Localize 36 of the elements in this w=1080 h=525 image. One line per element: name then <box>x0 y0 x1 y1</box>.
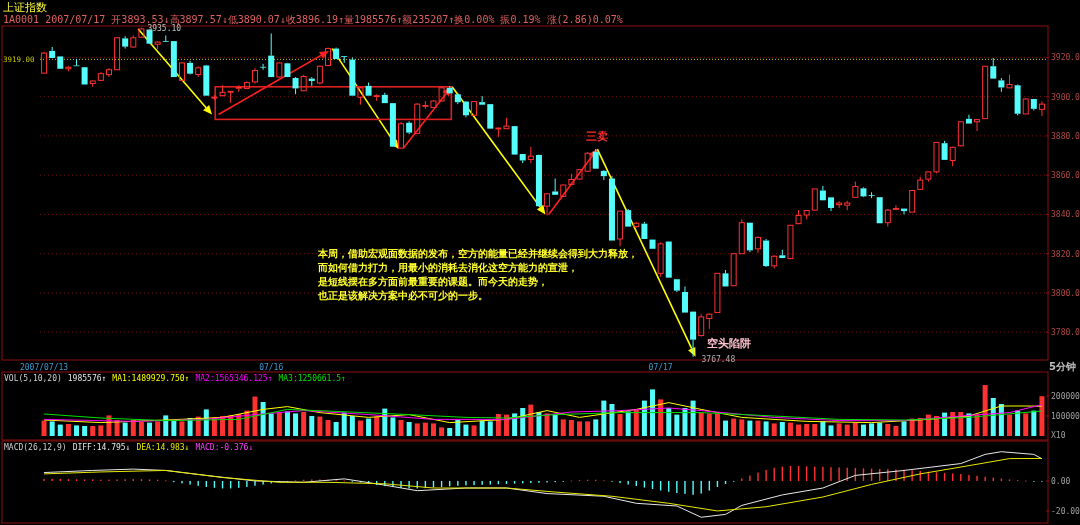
annotation: 而如何借力打力，用最小的消耗去消化这空方能力的宣泄， <box>317 262 578 273</box>
y-tick-label: 3860.0 <box>1051 171 1080 181</box>
text: 5分钟 <box>1049 361 1076 372</box>
chart-title: VOL(5,10,20) <box>4 374 62 383</box>
y-tick-label: 3840.0 <box>1051 210 1080 220</box>
x-tick-label: 07/17 <box>648 363 673 372</box>
text: MA3:1250661.5↑ <box>278 374 346 383</box>
text: DIFF:14.795↓ <box>72 443 131 452</box>
annotation: 空头陷阱 <box>706 337 751 349</box>
text: 1985576↑ <box>67 374 107 383</box>
y-tick-label: 3800.0 <box>1051 288 1080 298</box>
y-tick-label: 100000 <box>1051 412 1080 421</box>
annotation: 3767.48 <box>701 355 736 364</box>
chart-title: 上证指数 <box>3 1 47 13</box>
y-tick-label: 3920.0 <box>1051 53 1080 63</box>
chart-title: MACD(26,12,9) <box>4 443 67 452</box>
y-tick-label: -20.00 <box>1051 506 1080 516</box>
annotation: 是短线摆在多方面前最重要的课题。而今天的走势， <box>317 276 548 287</box>
annotation: 也正是该解决方案中必不可少的一步。 <box>317 290 488 301</box>
y-tick-label: 3820.0 <box>1051 249 1080 259</box>
text: MA2:1565346.125↑ <box>195 374 273 383</box>
y-tick-label: 0.00 <box>1051 476 1071 486</box>
y-tick-label: 200000 <box>1051 392 1080 401</box>
text: MA1:1489929.750↑ <box>112 374 190 383</box>
chart-subtitle: 1A0001 2007/07/17 开3893.53↓高3897.57↓低3890.07↓收3896.19↑量1985576↑额235207↑换0.00% 振0.19% 涨(2.86)0.07% <box>3 13 623 25</box>
annotation: 本周，借助宏观面数据的发布，空方的能量已经并继续会得到大力释放， <box>317 248 638 259</box>
y-tick-label: 3900.0 <box>1051 92 1080 102</box>
annotation: 3935.10 <box>147 24 182 33</box>
y-tick-label: 3780.0 <box>1051 328 1080 338</box>
y-axis-title: X10 <box>1051 431 1066 440</box>
y-tick-label: 3880.0 <box>1051 131 1080 141</box>
text: DEA:14.983↓ <box>136 443 190 452</box>
x-tick-label: 07/16 <box>259 363 284 372</box>
annotation: 三卖 <box>586 130 609 143</box>
x-tick-label: 2007/07/13 <box>19 363 69 372</box>
annotation: MACD:-0.376↓ <box>195 443 254 452</box>
